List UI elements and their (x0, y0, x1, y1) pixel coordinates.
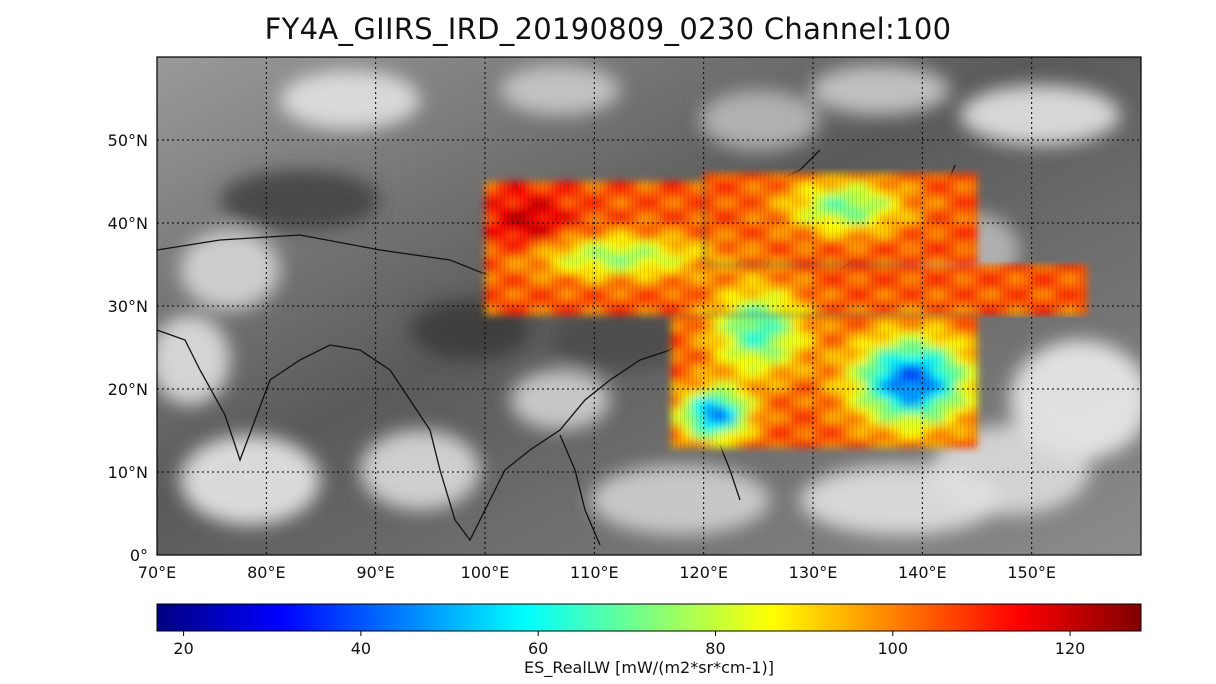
colorbar-ticks: 20 40 60 80 100 120 (173, 631, 1085, 658)
lon-tick-label: 140°E (898, 563, 947, 582)
lon-tick-label: 150°E (1007, 563, 1056, 582)
colorbar-tick-label: 80 (705, 639, 725, 658)
lon-tick-label: 70°E (138, 563, 176, 582)
colorbar: 20 40 60 80 100 120 (156, 603, 1142, 658)
lon-tick-label: 90°E (356, 563, 394, 582)
radiance-swath-layer (485, 173, 1087, 448)
colorbar-tick-label: 20 (173, 639, 193, 658)
lat-tick-label: 30°N (108, 297, 148, 316)
colorbar-label: ES_RealLW [mW/(m2*sr*cm-1)] (524, 658, 774, 677)
lon-tick-label: 100°E (461, 563, 510, 582)
colorbar-tick-label: 60 (528, 639, 548, 658)
lon-tick-label: 80°E (247, 563, 285, 582)
colorbar-tick-label: 100 (878, 639, 909, 658)
latitude-tick-labels: 0° 10°N 20°N 30°N 40°N 50°N (108, 131, 148, 565)
cloud-texture (157, 65, 1141, 535)
lat-tick-label: 50°N (108, 131, 148, 150)
gridlines (157, 57, 1141, 555)
colorbar-tick-label: 120 (1055, 639, 1086, 658)
map-frame (156, 56, 1142, 556)
lat-tick-label: 20°N (108, 380, 148, 399)
map-area (157, 57, 1141, 555)
lat-tick-label: 0° (130, 546, 148, 565)
longitude-tick-labels: 70°E 80°E 90°E 100°E 110°E 120°E 130°E 140°E 150… (138, 563, 1056, 582)
figure-title: FY4A_GIIRS_IRD_20190809_0230 Channel:100 (264, 12, 952, 46)
lon-tick-label: 110°E (570, 563, 619, 582)
colorbar-bar (156, 603, 1142, 632)
lat-tick-label: 10°N (108, 463, 148, 482)
lon-tick-label: 130°E (789, 563, 838, 582)
lat-tick-label: 40°N (108, 214, 148, 233)
lon-tick-label: 120°E (679, 563, 728, 582)
colorbar-tick-label: 40 (351, 639, 371, 658)
